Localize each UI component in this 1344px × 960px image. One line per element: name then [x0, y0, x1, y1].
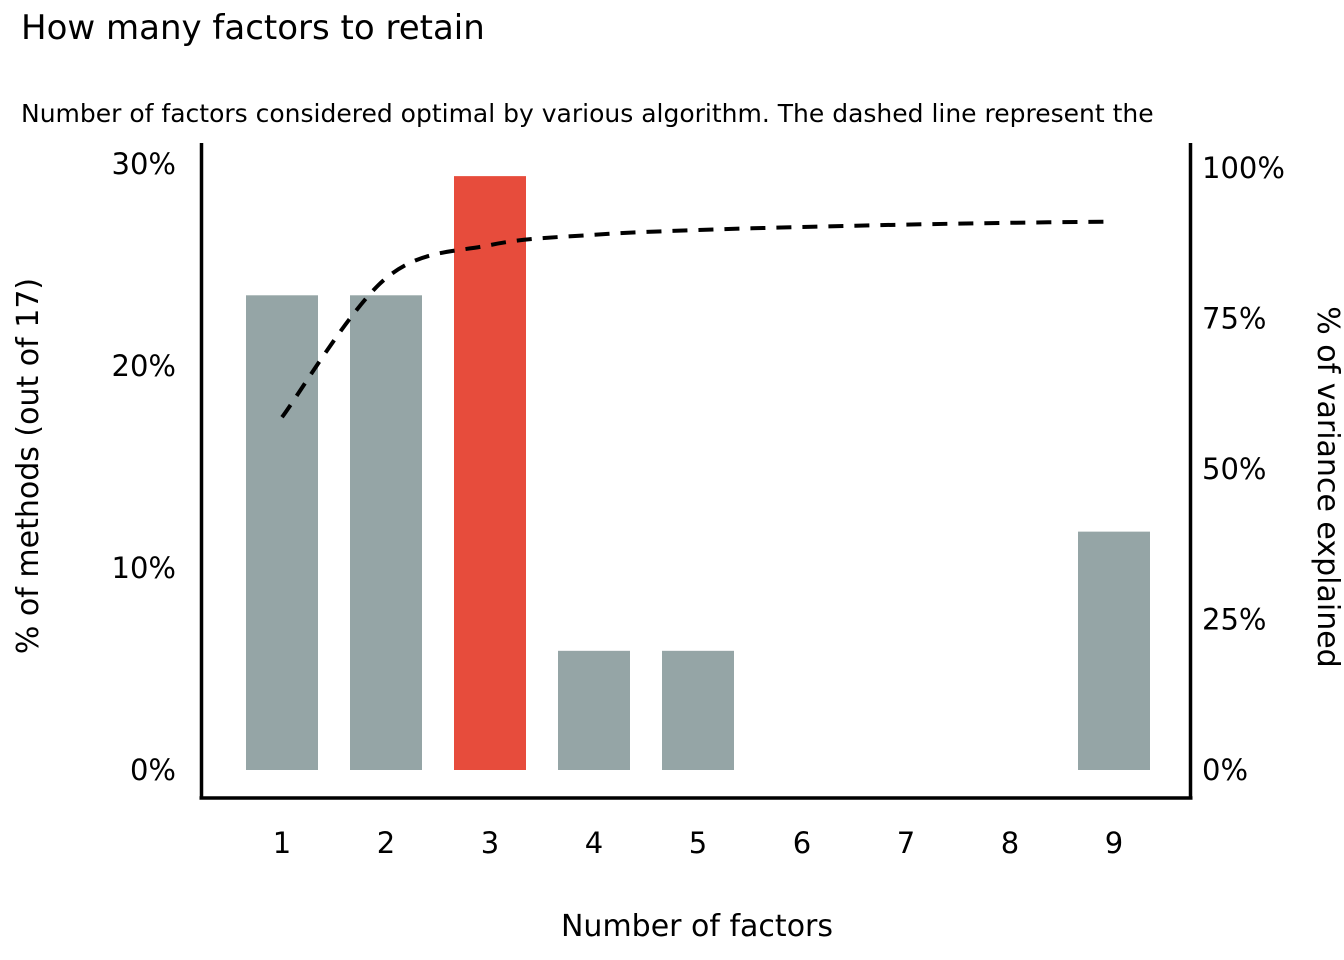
right-tick-label: 100%	[1202, 151, 1285, 185]
bar-2	[350, 295, 422, 770]
bar-1	[246, 295, 318, 770]
x-tick-label-2: 2	[377, 826, 395, 860]
bar-3	[454, 176, 526, 770]
bar-9	[1078, 531, 1150, 770]
x-tick-label-1: 1	[273, 826, 291, 860]
right-axis-title: % of variance explained	[1310, 306, 1344, 667]
x-tick-label-9: 9	[1105, 826, 1123, 860]
right-tick-label: 50%	[1202, 452, 1266, 486]
left-axis-tick-labels: 0% 10% 20% 30%	[112, 147, 176, 787]
chart-title: How many factors to retain	[21, 8, 485, 48]
right-tick-label: 0%	[1202, 753, 1248, 787]
right-tick-label: 25%	[1202, 603, 1266, 637]
left-axis-title: % of methods (out of 17)	[11, 278, 46, 654]
variance-line-layer	[280, 219, 1115, 419]
x-tick-label-6: 6	[793, 826, 811, 860]
left-tick-label: 10%	[112, 551, 176, 585]
chart-subtitle: Number of factors considered optimal by …	[21, 99, 1154, 128]
left-tick-label: 30%	[112, 147, 176, 181]
bars-layer	[246, 176, 1150, 770]
x-tick-label-3: 3	[481, 826, 499, 860]
right-axis-tick-labels: 0% 25% 50% 75% 100%	[1202, 151, 1285, 787]
right-tick-label: 75%	[1202, 302, 1266, 336]
variance-explained-line	[280, 219, 1115, 419]
bar-4	[558, 650, 630, 770]
x-tick-label-4: 4	[585, 826, 603, 860]
x-tick-label-7: 7	[897, 826, 915, 860]
left-tick-label: 20%	[112, 349, 176, 383]
x-axis-tick-labels: 1 2 3 4 5 6 7 8 9	[273, 826, 1123, 860]
left-tick-label: 0%	[130, 753, 176, 787]
x-tick-label-8: 8	[1001, 826, 1019, 860]
x-tick-label-5: 5	[689, 826, 707, 860]
bar-5	[662, 650, 734, 770]
x-axis-title: Number of factors	[561, 909, 833, 944]
